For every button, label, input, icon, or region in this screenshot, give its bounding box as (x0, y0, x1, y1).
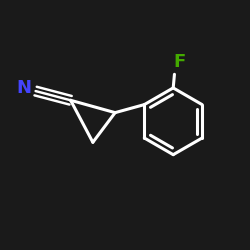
Text: F: F (173, 53, 186, 71)
Text: N: N (16, 79, 31, 97)
